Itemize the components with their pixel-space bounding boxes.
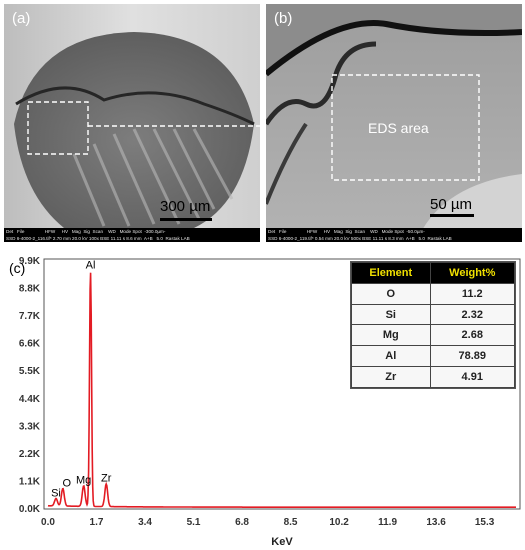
weight-cell: 4.91	[429, 366, 516, 388]
eds-spectrum-panel: 0.0K 1.1K 2.2K 3.3K 4.4K 5.5K 6.6K 7.7K 8.8K 9.9K…	[4, 257, 522, 550]
meta-line-2-b: SSD 6-4000-2_119.tif* 0.54 mm 20.0 kV 50…	[268, 236, 452, 241]
weight-cell: 2.68	[429, 324, 516, 347]
sem-metadata-bar-b: Det File HFW HV Mag Sig Scan WD Mode Spo…	[266, 228, 522, 242]
peak-label-si: Si	[51, 487, 61, 499]
panel-label-a: (a)	[12, 10, 31, 27]
scale-bar-label-b: 50 µm	[430, 196, 472, 213]
peak-label-al: Al	[86, 260, 96, 272]
y-tick-label: 0.0K	[19, 504, 41, 515]
y-tick-label: 4.4K	[19, 394, 41, 405]
panel-label-b: (b)	[274, 10, 293, 27]
element-cell: Zr	[351, 366, 431, 388]
meta-line-1-b: Det File HFW HV Mag Sig Scan WD Mode Spo…	[268, 229, 425, 234]
sem-image-a: (a) 300 µm Det File HFW HV Mag Sig Scan …	[4, 4, 260, 242]
plot-frame	[43, 258, 521, 510]
weight-cell: 78.89	[429, 345, 516, 368]
x-tick-label: 6.8	[235, 517, 249, 528]
table-row: Mg 2.68	[351, 324, 516, 347]
table-row: Al 78.89	[351, 345, 516, 368]
peak-label-o: O	[63, 477, 72, 489]
x-tick-label: 1.7	[90, 517, 104, 528]
x-tick-label: 8.5	[284, 517, 298, 528]
y-tick-label: 6.6K	[19, 339, 41, 350]
sem-micrograph-b	[266, 4, 522, 242]
panel-label-c: (c)	[9, 260, 25, 276]
y-tick-label: 2.2K	[19, 449, 41, 460]
x-tick-label: 11.9	[378, 517, 397, 528]
sem-metadata-bar-a: Det File HFW HV Mag Sig Scan WD Mode Spo…	[4, 228, 260, 242]
x-tick-label: 5.1	[187, 517, 201, 528]
y-tick-label: 8.8K	[19, 284, 41, 295]
sem-micrograph-a	[4, 4, 260, 242]
element-cell: O	[351, 282, 431, 305]
element-cell: Si	[351, 303, 431, 326]
x-tick-label: 0.0	[41, 517, 55, 528]
y-tick-label: 5.5K	[19, 366, 41, 377]
table-row: O 11.2	[351, 282, 516, 305]
eds-spectrum-chart: 0.0K 1.1K 2.2K 3.3K 4.4K 5.5K 6.6K 7.7K 8.8K 9.9K…	[9, 257, 521, 548]
table-row: Si 2.32	[351, 303, 516, 326]
table-header-row: Element Weight%	[351, 262, 516, 284]
composition-table: Element Weight% O 11.2 Si 2.32 Mg 2.68 A…	[351, 262, 516, 388]
header-weight: Weight%	[429, 262, 516, 284]
spectrum-series-line	[47, 272, 516, 508]
meta-line-1-a: Det File HFW HV Mag Sig Scan WD Mode Spo…	[6, 229, 166, 234]
y-tick-label: 7.7K	[19, 311, 41, 322]
peak-label-mg: Mg	[76, 474, 91, 486]
scale-bar-label-a: 300 µm	[160, 198, 211, 215]
sem-image-b: (b) EDS area 50 µm Det File HFW HV Mag S…	[266, 4, 522, 242]
x-tick-label: 3.4	[138, 517, 152, 528]
weight-cell: 2.32	[429, 303, 516, 326]
x-tick-label: 10.2	[329, 517, 349, 528]
element-cell: Al	[351, 345, 431, 368]
x-tick-label: 15.3	[475, 517, 495, 528]
meta-line-2-a: SSD 6-4000-2_116.tif* 2.70 mm 20.0 kV 10…	[6, 236, 190, 241]
header-element: Element	[351, 262, 431, 284]
x-tick-label: 13.6	[426, 517, 446, 528]
peak-label-zr: Zr	[101, 472, 112, 484]
x-axis-label: KeV	[271, 536, 293, 548]
eds-area-label: EDS area	[368, 120, 429, 136]
composition-table-wrapper: Element Weight% O 11.2 Si 2.32 Mg 2.68 A…	[350, 261, 516, 389]
table-row: Zr 4.91	[351, 366, 516, 388]
y-tick-label: 9.9K	[19, 257, 41, 267]
element-cell: Mg	[351, 324, 431, 347]
y-tick-label: 1.1K	[19, 476, 41, 487]
weight-cell: 11.2	[429, 282, 516, 305]
y-tick-label: 3.3K	[19, 421, 41, 432]
